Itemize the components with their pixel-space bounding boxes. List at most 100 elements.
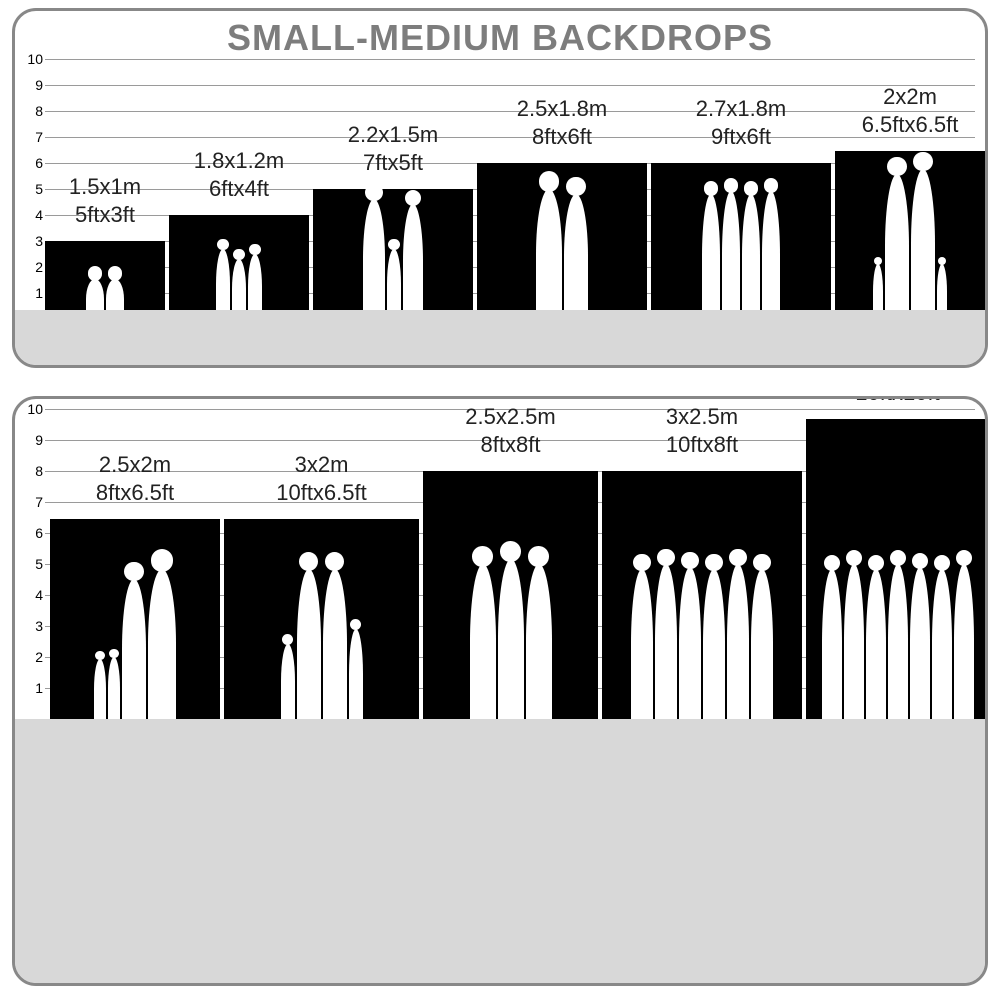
person-silhouette — [911, 169, 935, 319]
person-silhouette — [498, 559, 524, 719]
silhouette-group — [224, 569, 419, 719]
person-silhouette — [148, 569, 176, 719]
grid-tick-label: 7 — [25, 494, 43, 510]
person-silhouette — [910, 567, 930, 719]
person-silhouette — [216, 249, 230, 319]
grid-tick-label: 2 — [25, 649, 43, 665]
backdrop-box: 2.5x2.5m8ftx8ft — [423, 471, 598, 719]
grid-tick-label: 6 — [25, 525, 43, 541]
size-meters: 2.5x2.5m — [431, 403, 591, 431]
top-floor — [15, 310, 985, 365]
size-meters: 2.7x1.8m — [661, 95, 821, 123]
silhouette-group — [313, 199, 473, 319]
backdrop-box: 2x2m6.5ftx6.5ft — [835, 151, 985, 319]
person-silhouette — [122, 579, 146, 719]
grid-tick-label: 6 — [25, 155, 43, 171]
person-silhouette — [866, 569, 886, 719]
grid-tick-label: 10 — [25, 51, 43, 67]
bottom-drops-row: 2.5x2m8ftx6.5ft3x2m10ftx6.5ft2.5x2.5m8ft… — [50, 409, 975, 719]
person-silhouette — [403, 204, 423, 319]
backdrop-box: 2.2x1.5m7ftx5ft — [313, 189, 473, 319]
bottom-panel: 12345678910 2.5x2m8ftx6.5ft3x2m10ftx6.5f… — [12, 396, 988, 986]
silhouette-group — [835, 169, 985, 319]
grid-tick-label: 10 — [25, 401, 43, 417]
backdrop-size-label: 1.8x1.2m6ftx4ft — [159, 147, 319, 202]
grid-tick-label: 5 — [25, 556, 43, 572]
size-feet: 6.5ftx6.5ft — [830, 111, 988, 139]
person-silhouette — [363, 199, 385, 319]
person-silhouette — [297, 569, 321, 719]
size-feet: 10ftx8ft — [622, 431, 782, 459]
person-silhouette — [703, 569, 725, 719]
person-silhouette — [470, 564, 496, 719]
top-panel: SMALL-MEDIUM BACKDROPS 12345678910 1.5x1… — [12, 8, 988, 368]
person-silhouette — [822, 569, 842, 719]
backdrop-box: 3x2m10ftx6.5ft — [224, 519, 419, 719]
size-meters: 1.5x1m — [25, 173, 185, 201]
size-meters: 2.2x1.5m — [313, 121, 473, 149]
silhouette-group — [50, 569, 220, 719]
person-silhouette — [281, 644, 295, 719]
top-drops-row: 1.5x1m5ftx3ft1.8x1.2m6ftx4ft2.2x1.5m7ftx… — [45, 59, 975, 319]
backdrop-size-label: 2.5x1.8m8ftx6ft — [482, 95, 642, 150]
person-silhouette — [742, 194, 760, 319]
backdrop-size-label: 3x2.5m10ftx8ft — [622, 403, 782, 458]
person-silhouette — [94, 659, 106, 719]
size-feet: 10ftx10ft — [818, 396, 978, 406]
person-silhouette — [349, 629, 363, 719]
person-silhouette — [727, 564, 749, 719]
backdrop-size-label: 1.5x1m5ftx3ft — [25, 173, 185, 228]
grid-tick-label: 8 — [25, 103, 43, 119]
size-feet: 6ftx4ft — [159, 175, 319, 203]
size-feet: 8ftx6.5ft — [55, 479, 215, 507]
person-silhouette — [762, 191, 780, 319]
size-feet: 5ftx3ft — [25, 201, 185, 229]
person-silhouette — [702, 194, 720, 319]
person-silhouette — [655, 564, 677, 719]
backdrop-box: 1.8x1.2m6ftx4ft — [169, 215, 309, 319]
backdrop-box: 3x2.5m10ftx8ft — [602, 471, 802, 719]
person-silhouette — [536, 189, 562, 319]
size-feet: 10ftx6.5ft — [242, 479, 402, 507]
size-feet: 7ftx5ft — [313, 149, 473, 177]
backdrop-box: 2.7x1.8m9ftx6ft — [651, 163, 831, 319]
person-silhouette — [932, 569, 952, 719]
grid-tick-label: 4 — [25, 587, 43, 603]
backdrop-size-label: 2.5x2m8ftx6.5ft — [55, 451, 215, 506]
silhouette-group — [477, 189, 647, 319]
person-silhouette — [526, 564, 552, 719]
person-silhouette — [564, 194, 588, 319]
grid-tick-label: 1 — [25, 285, 43, 301]
silhouette-group — [651, 191, 831, 319]
backdrop-size-label: 2.5x2.5m8ftx8ft — [431, 403, 591, 458]
backdrop-box: 2.5x1.8m8ftx6ft — [477, 163, 647, 319]
size-feet: 8ftx6ft — [482, 123, 642, 151]
grid-tick-label: 3 — [25, 618, 43, 634]
backdrop-size-label: 2.7x1.8m9ftx6ft — [661, 95, 821, 150]
size-feet: 9ftx6ft — [661, 123, 821, 151]
backdrop-size-label: 2x2m6.5ftx6.5ft — [830, 83, 988, 138]
size-meters: 2.5x1.8m — [482, 95, 642, 123]
silhouette-group — [806, 564, 988, 719]
person-silhouette — [108, 657, 120, 719]
grid-tick-label: 9 — [25, 432, 43, 448]
size-meters: 3x2m — [242, 451, 402, 479]
person-silhouette — [885, 174, 909, 319]
person-silhouette — [722, 191, 740, 319]
grid-tick-label: 2 — [25, 259, 43, 275]
grid-tick-label: 9 — [25, 77, 43, 93]
grid-tick-label: 1 — [25, 680, 43, 696]
size-meters: 3x2.5m — [622, 403, 782, 431]
grid-tick-label: 7 — [25, 129, 43, 145]
person-silhouette — [387, 249, 401, 319]
person-silhouette — [844, 564, 864, 719]
silhouette-group — [169, 249, 309, 319]
size-meters: 2x2m — [830, 83, 988, 111]
size-meters: 2.5x2m — [55, 451, 215, 479]
person-silhouette — [888, 564, 908, 719]
backdrop-size-label: 2.2x1.5m7ftx5ft — [313, 121, 473, 176]
person-silhouette — [751, 569, 773, 719]
backdrop-box: 1.5x1m5ftx3ft — [45, 241, 165, 319]
person-silhouette — [679, 567, 701, 719]
panel-title: SMALL-MEDIUM BACKDROPS — [15, 11, 985, 59]
